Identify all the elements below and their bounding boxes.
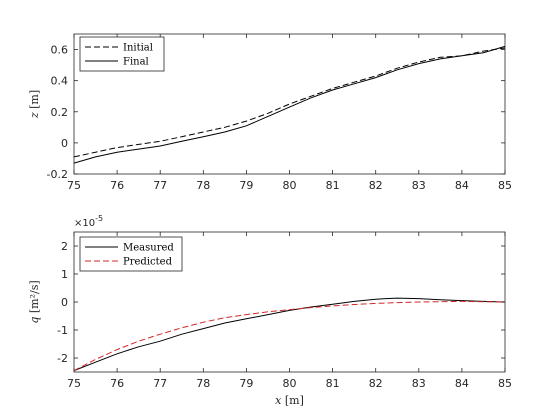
bottom-x-tick-label: 82 xyxy=(369,377,383,390)
top-y-tick-label: -0.2 xyxy=(47,168,68,181)
bottom-legend-label-measured: Measured xyxy=(123,243,174,254)
bottom-y-tick-label: 2 xyxy=(61,240,68,253)
top-x-tick-label: 81 xyxy=(326,179,340,192)
top-y-axis-label: z [m] xyxy=(28,90,41,119)
top-x-tick-label: 75 xyxy=(67,179,81,192)
top-series-initial-line xyxy=(73,47,506,158)
bottom-x-axis-label: x [m] xyxy=(275,394,304,407)
top-legend-label-final: Final xyxy=(123,57,149,68)
bottom-x-tick-label: 75 xyxy=(67,377,81,390)
bottom-x-tick-label: 84 xyxy=(455,377,469,390)
bottom-x-tick-label: 77 xyxy=(153,377,167,390)
bottom-legend-box xyxy=(79,236,183,272)
top-y-tick-label: 0.6 xyxy=(51,44,69,57)
top-chart-panel: 75 76 77 78 79 80 81 82 83 84 85 -0.2 0 0.2 0.4 0.6 Init… xyxy=(28,33,512,192)
top-legend-box xyxy=(79,36,165,72)
bottom-chart-panel: 75 76 77 78 79 80 81 82 83 84 85 -2 -1 0 1 2 Measured Pre… xyxy=(28,214,512,407)
bottom-x-tick-label: 79 xyxy=(239,377,253,390)
bottom-x-tick-label: 78 xyxy=(196,377,210,390)
top-legend: Initial Final xyxy=(79,36,165,72)
bottom-legend: Measured Predicted xyxy=(79,236,183,272)
bottom-series-predicted-line xyxy=(73,300,506,372)
top-x-tick-label: 85 xyxy=(498,179,512,192)
bottom-y-axis-multiplier: ×10-5 xyxy=(74,214,103,229)
top-y-tick-label: 0.2 xyxy=(51,106,69,119)
top-x-tick-label: 82 xyxy=(369,179,383,192)
top-y-tick-label: 0.4 xyxy=(51,75,69,88)
top-x-tick-label: 80 xyxy=(283,179,297,192)
bottom-x-tick-label: 83 xyxy=(412,377,426,390)
top-x-tick-label: 79 xyxy=(239,179,253,192)
top-x-tick-label: 77 xyxy=(153,179,167,192)
bottom-y-tick-label: -2 xyxy=(57,352,68,365)
top-legend-label-initial: Initial xyxy=(123,43,153,54)
bottom-y-tick-label: 0 xyxy=(61,296,68,309)
top-y-tick-label: 0 xyxy=(61,137,68,150)
top-x-tick-label: 83 xyxy=(412,179,426,192)
bottom-legend-label-predicted: Predicted xyxy=(123,257,173,268)
bottom-y-axis-label: q [m²/s] xyxy=(28,280,41,323)
top-series-final-line xyxy=(73,45,506,164)
top-x-tick-label: 84 xyxy=(455,179,469,192)
bottom-y-tick-label: 1 xyxy=(61,268,68,281)
bottom-x-tick-label: 81 xyxy=(326,377,340,390)
bottom-y-tick-label: -1 xyxy=(57,324,68,337)
bottom-x-tick-label: 80 xyxy=(283,377,297,390)
top-x-tick-label: 78 xyxy=(196,179,210,192)
bottom-series-measured-line xyxy=(73,297,506,372)
top-x-tick-label: 76 xyxy=(110,179,124,192)
bottom-x-tick-label: 85 xyxy=(498,377,512,390)
bottom-x-tick-label: 76 xyxy=(110,377,124,390)
